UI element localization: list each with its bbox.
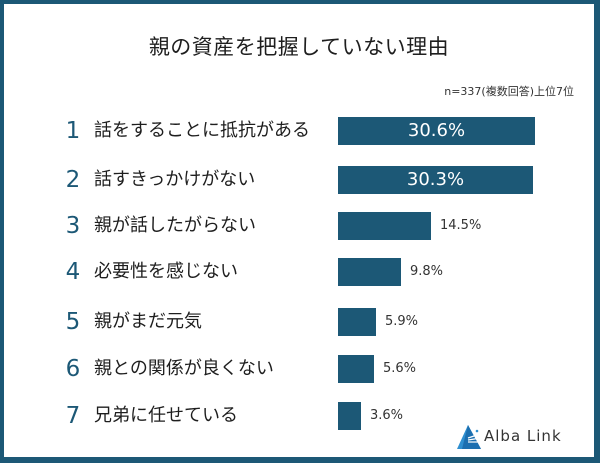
bar-value: 30.3% [406, 169, 465, 190]
bar-value: 30.6% [407, 120, 466, 141]
rank-number: 2 [65, 167, 81, 193]
bar-row: 1 話をすることに抵抗がある 30.6% [4, 116, 594, 146]
bar [338, 355, 374, 383]
bar-value: 14.5% [440, 218, 482, 233]
alba-link-logo-icon [457, 425, 482, 449]
reason-label: 親が話したがらない [94, 215, 256, 236]
bar [338, 258, 401, 286]
bar-row: 4 必要性を感じない 9.8% [4, 257, 594, 287]
chart-title: 親の資産を把握していない理由 [148, 35, 450, 59]
bar: 30.3% [338, 166, 533, 194]
bar-row: 7 兄弟に任せている 3.6% [4, 401, 594, 431]
sample-note: n=337(複数回答)上位7位 [444, 85, 574, 98]
bar-value: 5.6% [383, 361, 417, 376]
reason-label: 親がまだ元気 [94, 311, 202, 332]
bar-row: 3 親が話したがらない 14.5% [4, 211, 594, 241]
reason-label: 兄弟に任せている [94, 405, 238, 426]
reason-label: 親との関係が良くない [94, 358, 274, 379]
bar-value: 3.6% [370, 408, 404, 423]
bar-value: 9.8% [410, 264, 444, 279]
bar-row: 2 話すきっかけがない 30.3% [4, 165, 594, 195]
rank-number: 6 [65, 356, 81, 382]
rank-number: 5 [65, 309, 81, 335]
bar [338, 308, 376, 336]
bar [338, 212, 431, 240]
rank-number: 7 [65, 403, 81, 429]
bar-value: 5.9% [385, 314, 419, 329]
bar: 30.6% [338, 117, 535, 145]
reason-label: 必要性を感じない [94, 261, 238, 282]
rank-number: 4 [65, 259, 81, 285]
rank-number: 3 [65, 213, 81, 239]
reason-label: 話すきっかけがない [94, 169, 256, 190]
bar [338, 402, 361, 430]
reason-label: 話をすることに抵抗がある [94, 120, 310, 141]
rank-number: 1 [65, 118, 81, 144]
chart-card: 親の資産を把握していない理由 n=337(複数回答)上位7位 1 話をすることに抵… [4, 4, 594, 457]
bar-row: 5 親がまだ元気 5.9% [4, 307, 594, 337]
bar-row: 6 親との関係が良くない 5.6% [4, 354, 594, 384]
brand-name: Alba Link [484, 427, 562, 445]
